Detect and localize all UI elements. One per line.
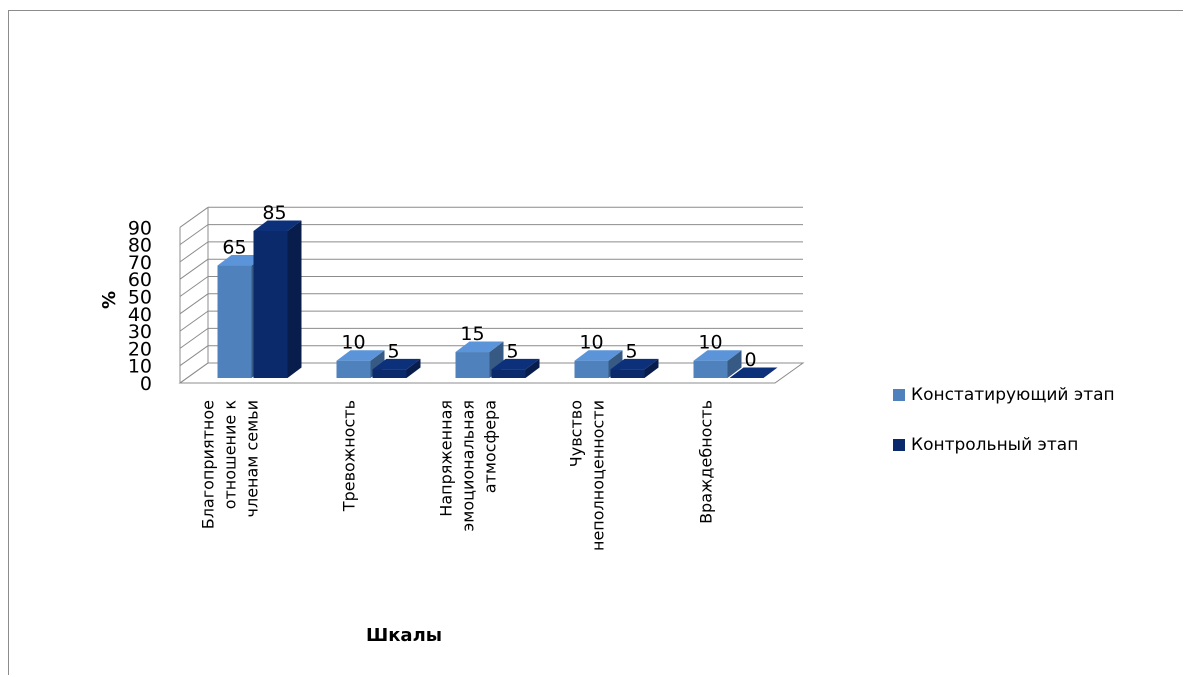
gridline-side: [179, 206, 209, 228]
y-tick-label: 0: [140, 373, 152, 395]
data-label: 5: [625, 340, 637, 362]
legend-label: Констатирующий этап: [911, 385, 1115, 405]
bar: [253, 220, 302, 378]
category-label-line: неполноценности: [589, 400, 608, 551]
y-axis-label: %: [99, 291, 120, 309]
bar-front: [693, 360, 728, 378]
bar: [729, 367, 778, 378]
y-tick-label: 20: [128, 338, 152, 360]
gridline-side: [179, 293, 209, 315]
y-tick-label: 60: [128, 269, 152, 291]
data-label: 10: [698, 332, 722, 354]
bar: [491, 358, 540, 378]
bar-side: [525, 358, 540, 378]
category-label-line: Напряженная: [437, 400, 456, 517]
category-label: Враждебность: [697, 400, 716, 524]
bar-top: [455, 341, 504, 353]
category-label-line: Тревожность: [340, 400, 359, 512]
data-label: 0: [744, 349, 756, 371]
bar-side: [727, 350, 742, 378]
data-label: 10: [341, 332, 365, 354]
y-tick-label: 90: [128, 217, 152, 239]
category-label-line: Враждебность: [697, 400, 716, 524]
gridline-side: [179, 224, 209, 246]
category-label-line: членам семьи: [243, 400, 262, 517]
data-label: 65: [222, 237, 246, 259]
bar: [693, 350, 742, 378]
bar-top: [253, 220, 302, 231]
y-tick-label: 30: [128, 321, 152, 343]
category-label-line: атмосфера: [481, 400, 500, 493]
bar-side: [287, 220, 302, 378]
data-label: 10: [579, 332, 603, 354]
category-labels: Благоприятное отношение к членам семьи Трев…: [199, 400, 716, 551]
bar-front: [455, 352, 490, 378]
bar: [372, 358, 421, 378]
bar-front: [217, 265, 252, 378]
category-label-line: Чувство: [567, 400, 586, 467]
y-tick-label: 70: [128, 252, 152, 274]
data-label: 5: [506, 340, 518, 362]
bar-front: [610, 369, 645, 378]
category-label-line: Благоприятное: [199, 400, 218, 529]
bar-side: [406, 358, 421, 378]
bar-front: [253, 230, 288, 378]
gridline-side: [179, 258, 209, 280]
bar-front: [574, 360, 609, 378]
legend-label: Контрольный этап: [911, 435, 1079, 455]
x-axis-label: Шкалы: [366, 625, 442, 646]
bar-top: [693, 350, 742, 361]
bar-side: [644, 358, 659, 378]
y-tick-label: 40: [128, 304, 152, 326]
bar-top: [729, 367, 778, 378]
gridline-side: [179, 241, 209, 263]
bar-top: [610, 358, 659, 370]
y-tick-label: 10: [128, 356, 152, 378]
data-label: 15: [460, 323, 484, 345]
chart-frame: [8, 10, 1183, 675]
category-label: Напряженная эмоциональная атмосфера: [437, 400, 500, 532]
data-label: 85: [262, 202, 286, 224]
bar-top: [336, 350, 385, 361]
category-label: Благоприятное отношение к членам семьи: [199, 400, 262, 530]
gridline-side: [179, 345, 209, 367]
gridline-side: [179, 310, 209, 332]
data-label: 5: [387, 340, 399, 362]
legend-swatch: [893, 439, 905, 451]
legend-item-series-2: Контрольный этап: [893, 433, 1183, 457]
bar-front: [491, 369, 526, 378]
legend-swatch: [893, 389, 905, 401]
legend-item-series-1: Констатирующий этап: [893, 383, 1183, 407]
y-tick-label: 80: [128, 235, 152, 257]
gridline-side: [179, 327, 209, 349]
gridline-side: [179, 362, 209, 384]
bar-top: [372, 358, 421, 370]
legend: Констатирующий этап Контрольный этап: [893, 383, 1183, 483]
category-label-line: эмоциональная: [459, 400, 478, 532]
bar-front: [336, 360, 371, 378]
bar: [610, 358, 659, 378]
bar-front: [372, 369, 407, 378]
bar-top: [491, 358, 540, 370]
gridline-side: [179, 276, 209, 297]
category-label: Чувство неполноценности: [567, 400, 608, 551]
category-label: Тревожность: [340, 400, 359, 512]
bar-top: [574, 350, 623, 361]
bars: [217, 220, 778, 378]
y-tick-label: 50: [128, 287, 152, 309]
category-label-line: отношение к: [221, 400, 240, 510]
